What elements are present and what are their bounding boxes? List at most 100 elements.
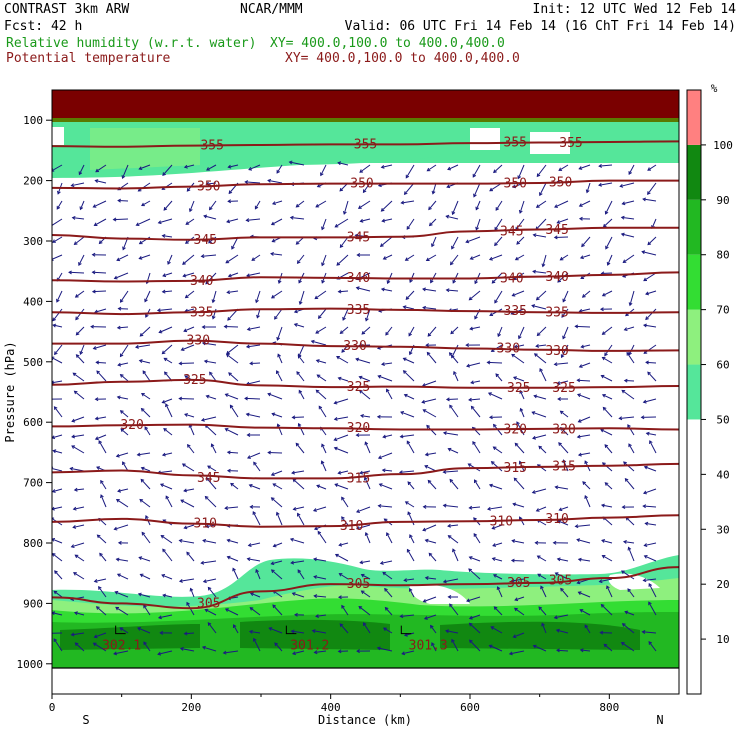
plot-layers: 355 355 355 355 350 350 350 350 345 345 345 345 340 3… [52,90,679,694]
wind-arrow [557,218,569,224]
wind-arrow [627,588,635,598]
wind-arrow [180,499,195,508]
wind-arrow [74,612,85,616]
wind-arrow [469,622,481,634]
wind-arrow [646,432,657,436]
wind-arrow [470,380,481,384]
wind-arrow [554,362,569,365]
wind-arrow [209,200,217,210]
wind-arrow [277,354,283,364]
wind-arrow [93,200,107,208]
wind-arrow [137,627,151,634]
wind-arrow [52,218,63,226]
wind-arrow [425,539,437,544]
wind-arrow [601,375,613,382]
wind-arrow [338,290,349,293]
wind-arrow [643,505,657,508]
wind-arrow [453,371,459,382]
wind-arrow [385,607,393,616]
wind-arrow [406,440,415,454]
wind-arrow [162,548,173,562]
wind-arrow [365,308,371,321]
contour-label: 310 [545,512,568,527]
wind-arrow [621,216,635,220]
wind-arrow [492,557,503,562]
wind-arrow [141,532,151,544]
wind-arrow [139,326,151,337]
wind-arrow [117,573,129,580]
contour-label: 325 [347,380,370,395]
wind-arrow [449,479,459,490]
wind-arrow [276,326,283,341]
wind-arrow [537,464,547,472]
wind-arrow [422,380,437,387]
wind-arrow [94,632,107,638]
wind-arrow [495,373,503,382]
wind-arrow [186,551,195,562]
wind-arrow [212,290,217,303]
wind-arrow [296,200,305,208]
surface-markers [115,625,412,635]
wind-arrow [321,218,327,230]
contour-label: 335 [190,305,213,320]
field1-xy: XY= 400.0,100.0 to 400.0,400.0 [270,36,505,51]
wind-arrow [256,308,261,318]
wind-arrow [515,218,525,231]
wind-arrow [643,398,657,403]
wind-arrow [403,306,415,310]
wind-arrow [183,272,195,277]
wind-arrow [497,326,503,337]
wind-arrow [607,254,613,266]
wind-arrow [378,375,393,382]
wind-arrow [115,591,129,598]
wind-arrow [400,411,415,418]
wind-arrow [253,462,261,472]
wind-arrow [601,504,613,508]
wind-arrow [317,374,327,382]
wind-arrow [276,512,283,526]
wind-arrow [79,200,85,210]
wind-arrow [249,631,261,634]
wind-arrow [267,393,283,400]
wind-arrow [560,410,569,418]
wind-arrow [578,452,591,456]
wind-arrow [452,200,459,215]
wind-arrow [228,372,239,382]
wind-arrow [78,164,85,175]
wind-arrow [579,362,591,368]
wind-arrow [493,574,503,580]
wind-arrow [226,353,239,364]
wind-arrow [626,352,635,364]
wind-arrow [318,308,327,319]
wind-arrow [471,406,481,418]
wind-arrow [624,611,635,616]
wind-arrow [54,406,63,418]
wind-arrow [321,254,327,266]
wind-arrow [157,650,173,655]
wind-arrow [71,182,85,187]
wind-arrow [627,424,635,436]
theta-contour-340 [52,271,679,283]
wind-arrow [335,554,349,562]
wind-arrow [75,554,85,562]
wind-arrow [603,218,613,228]
wind-arrow [622,200,635,205]
wind-arrow [403,370,415,382]
colorbar-label: 10 [716,633,729,646]
wind-arrow [577,379,591,382]
wind-arrow [73,506,85,510]
wind-arrow [381,164,393,168]
wind-arrow [424,465,437,472]
wind-arrow [575,325,591,328]
wind-arrow [269,627,283,634]
wind-arrow [624,326,635,331]
surface-marker [115,625,126,635]
wind-arrow [54,344,63,355]
wind-arrow [452,548,459,562]
wind-arrow [206,477,217,490]
wind-arrow [52,380,63,384]
wind-arrow [316,389,327,400]
y-tick-label: 1000 [17,658,44,671]
wind-arrow [293,506,305,510]
wind-arrow [313,576,327,580]
